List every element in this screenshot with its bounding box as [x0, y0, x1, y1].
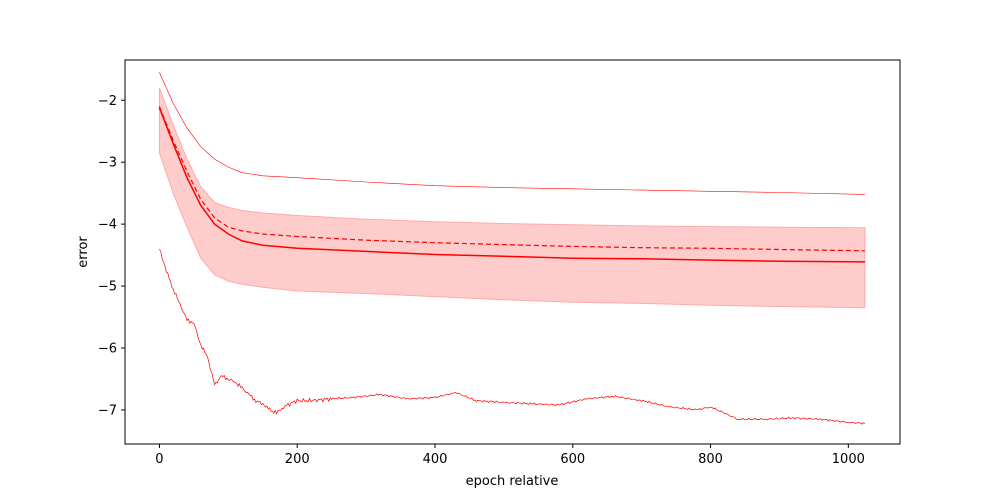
y-tick-label: −2	[98, 94, 117, 109]
axes-frame	[124, 59, 901, 445]
y-tick-label: −7	[98, 403, 117, 418]
x-tick-label: 800	[698, 452, 723, 467]
x-tick-label: 1000	[832, 452, 865, 467]
x-tick-label: 600	[560, 452, 585, 467]
confidence-band	[158, 87, 866, 309]
y-tick-label: −3	[98, 156, 117, 171]
x-tick-label: 0	[155, 452, 163, 467]
upper-bound-line	[159, 72, 865, 195]
x-tick-label: 200	[285, 452, 310, 467]
mean-dashed-line	[158, 106, 865, 252]
plot-area	[158, 72, 866, 425]
y-axis-ticks: −2 −3 −4 −5 −6 −7	[98, 94, 125, 418]
median-line	[158, 107, 865, 263]
y-tick-label: −5	[98, 280, 117, 295]
lower-bound-line	[159, 248, 866, 425]
x-axis-ticks: 0 200 400 600 800 1000	[155, 444, 865, 467]
y-axis-label: error	[76, 236, 91, 268]
y-tick-label: −4	[98, 218, 117, 233]
x-tick-label: 400	[423, 452, 448, 467]
x-axis-label: epoch relative	[466, 474, 559, 489]
y-tick-label: −6	[98, 342, 117, 357]
